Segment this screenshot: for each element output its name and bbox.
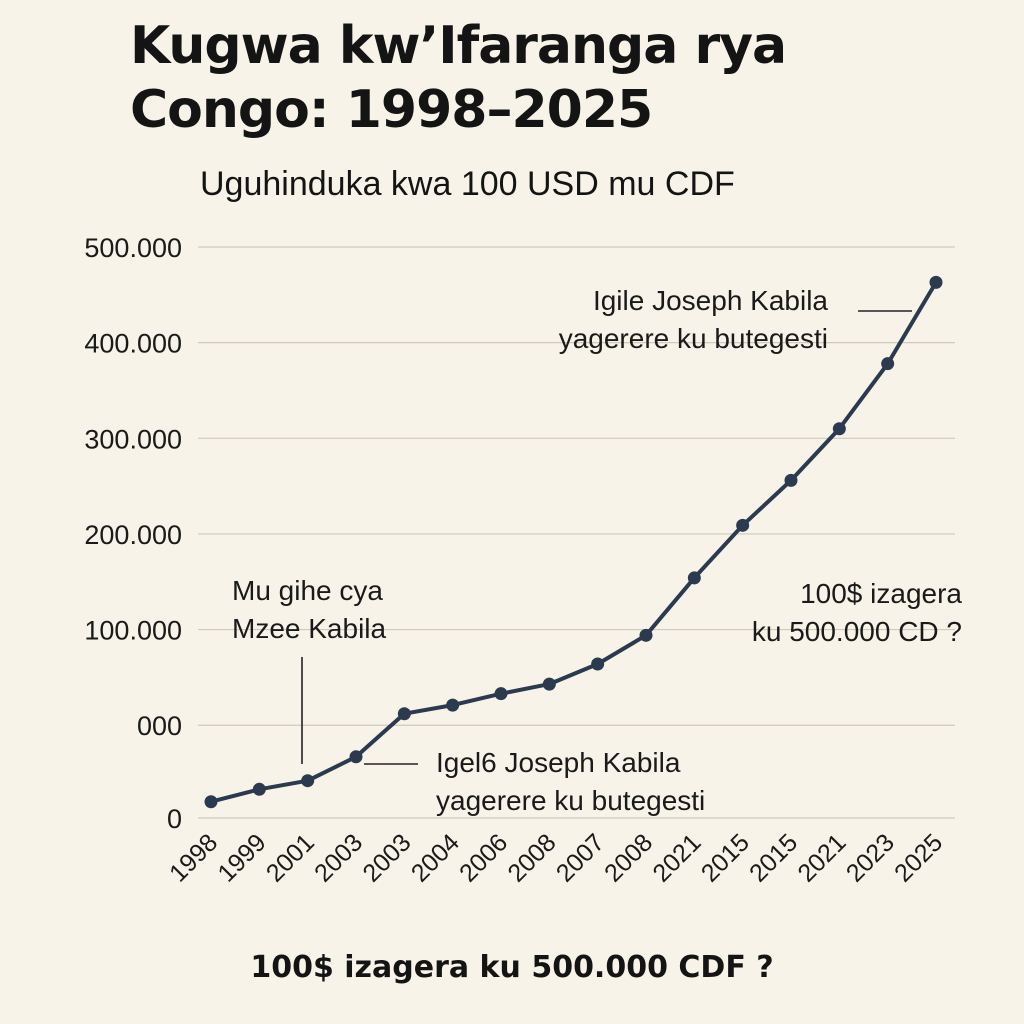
y-tick-label: 500.000 bbox=[84, 233, 182, 263]
y-tick-label: 400.000 bbox=[84, 329, 182, 359]
annotation: Mu gihe cya Mzee Kabila bbox=[232, 575, 387, 644]
x-tick-label: 1998 bbox=[164, 828, 223, 887]
series bbox=[204, 275, 943, 809]
data-point bbox=[397, 707, 411, 721]
x-tick-label: 2021 bbox=[792, 828, 851, 887]
annotation-line: Igel6 Joseph Kabila bbox=[436, 747, 681, 778]
data-point bbox=[446, 698, 460, 712]
annotation-line: Igile Joseph Kabila bbox=[593, 285, 828, 316]
x-tick-label: 2004 bbox=[406, 828, 465, 887]
data-point bbox=[542, 677, 556, 691]
data-point bbox=[494, 687, 508, 701]
x-tick-label: 2015 bbox=[744, 828, 803, 887]
x-tick-label: 2008 bbox=[599, 828, 658, 887]
x-tick-label: 2015 bbox=[696, 828, 755, 887]
x-tick-label: 2008 bbox=[502, 828, 561, 887]
data-point bbox=[784, 473, 798, 487]
data-point bbox=[301, 774, 315, 788]
y-tick-label: 0 bbox=[167, 804, 182, 834]
annotation-line: yagerere ku butegesti bbox=[436, 785, 705, 816]
y-tick-label: 300.000 bbox=[84, 424, 182, 454]
annotation-line: Mu gihe cya bbox=[232, 575, 383, 606]
x-tick-label: 2007 bbox=[551, 828, 610, 887]
x-tick-label: 1999 bbox=[212, 828, 271, 887]
data-point bbox=[639, 628, 653, 642]
y-tick-label: 000 bbox=[137, 711, 182, 741]
x-tick-label: 2001 bbox=[261, 828, 320, 887]
data-point bbox=[687, 571, 701, 585]
gridlines bbox=[198, 246, 955, 819]
x-tick-label: 2023 bbox=[841, 828, 900, 887]
data-point bbox=[929, 275, 943, 289]
data-point bbox=[349, 750, 363, 764]
annotation: 100$ izagera ku 500.000 CD ? bbox=[752, 578, 963, 647]
annotation-line: yagerere ku butegesti bbox=[559, 323, 828, 354]
y-tick-label: 200.000 bbox=[84, 520, 182, 550]
data-point bbox=[591, 657, 605, 671]
annotation: Igile Joseph Kabila yagerere ku butegesti bbox=[559, 285, 829, 354]
x-tick-label: 2025 bbox=[889, 828, 948, 887]
annotation-line: 100$ izagera bbox=[800, 578, 962, 609]
data-point bbox=[881, 357, 895, 371]
chart-title: Kugwa kw’Ifaranga rya Congo: 1998–2025 bbox=[130, 16, 787, 140]
annotations: Igile Joseph Kabila yagerere ku butegesti… bbox=[232, 285, 962, 816]
annotation-line: Mzee Kabila bbox=[232, 613, 387, 644]
chart-subtitle: Uguhinduka kwa 100 USD mu CDF bbox=[200, 165, 735, 203]
x-tick-label: 2021 bbox=[647, 828, 706, 887]
x-tick-label: 2003 bbox=[309, 828, 368, 887]
annotation-line: ku 500.000 CD ? bbox=[752, 616, 962, 647]
data-point bbox=[252, 782, 266, 796]
data-point bbox=[832, 422, 846, 436]
x-axis-ticks: 1998199920012003200320042006200820072008… bbox=[164, 828, 948, 887]
data-point bbox=[204, 795, 218, 809]
y-tick-label: 100.000 bbox=[84, 616, 182, 646]
chart-footnote: 100$ izagera ku 500.000 CDF ? bbox=[250, 950, 774, 985]
x-tick-label: 2006 bbox=[454, 828, 513, 887]
series-line bbox=[209, 280, 938, 804]
data-point bbox=[736, 518, 750, 532]
x-tick-label: 2003 bbox=[357, 828, 416, 887]
annotation: Igel6 Joseph Kabila yagerere ku butegesti bbox=[436, 747, 705, 816]
